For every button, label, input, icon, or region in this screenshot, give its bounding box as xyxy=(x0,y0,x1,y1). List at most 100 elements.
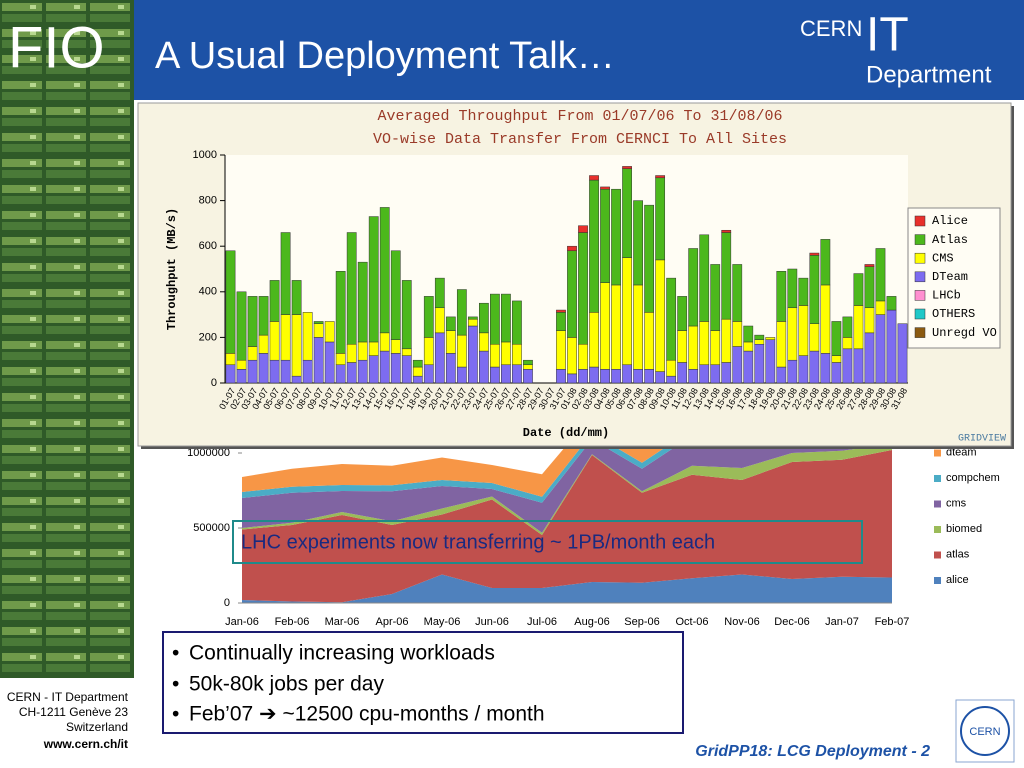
bar-segment xyxy=(247,359,258,384)
legend-label: cms xyxy=(946,497,967,509)
area xyxy=(242,444,892,536)
org-it: IT xyxy=(866,9,909,62)
bar-segment xyxy=(578,232,588,345)
y-tick-label: 0 xyxy=(211,377,217,389)
bar-segment xyxy=(864,307,875,334)
x-tick-label: Sep-06 xyxy=(624,616,659,628)
bar-segment xyxy=(556,330,566,370)
bar-segment xyxy=(776,271,787,322)
bar-segment xyxy=(456,366,467,384)
bar-segment xyxy=(335,364,346,384)
bar-segment xyxy=(644,204,654,313)
x-tick-label: Feb-06 xyxy=(275,616,310,628)
bar-segment xyxy=(864,266,875,309)
bar-segment xyxy=(688,248,699,327)
area xyxy=(242,393,892,503)
bar-segment xyxy=(655,259,666,372)
bar-segment xyxy=(302,312,313,361)
y-tick-label: 1000 xyxy=(193,149,217,161)
bar-segment xyxy=(467,325,478,384)
bar-segment xyxy=(313,323,324,338)
bar-segment xyxy=(556,369,566,384)
bar-segment xyxy=(864,332,875,384)
bar-segment xyxy=(490,343,500,368)
bar-segment xyxy=(247,296,258,347)
bar-segment xyxy=(721,362,732,384)
bar-segment xyxy=(556,309,566,313)
bar-segment xyxy=(710,264,721,331)
bar-segment xyxy=(743,341,754,352)
bar-segment xyxy=(225,353,236,366)
bar-segment xyxy=(732,264,743,322)
bar-segment xyxy=(732,321,743,347)
chart-title: Averaged Throughput From 01/07/06 To 31/… xyxy=(377,108,782,125)
bar-segment xyxy=(677,362,688,384)
legend-label: Alice xyxy=(932,214,968,228)
bar-segment xyxy=(842,337,853,350)
slide-title: A Usual Deployment Talk… xyxy=(155,35,615,77)
bar-segment xyxy=(831,321,842,356)
bar-segment xyxy=(754,339,765,345)
bar-segment xyxy=(567,337,577,375)
bar-segment xyxy=(501,293,511,343)
bar-segment xyxy=(842,348,853,384)
bar-segment xyxy=(258,353,269,384)
bar-segment xyxy=(379,332,390,352)
bar-segment xyxy=(666,359,677,377)
bar-segment xyxy=(379,350,390,384)
bar-segment xyxy=(688,369,699,384)
x-tick-label: Mar-06 xyxy=(325,616,360,628)
bar-segment xyxy=(523,369,533,384)
annotation: LHC experiments now transferring ~ 1PB/m… xyxy=(241,531,715,553)
bar-segment xyxy=(589,366,599,384)
bar-segment xyxy=(346,343,357,363)
bar-segment xyxy=(787,307,798,361)
bar-segment xyxy=(512,300,522,345)
chart-subtitle: VO-wise Data Transfer From CERNCI To All… xyxy=(373,131,787,148)
watermark: GRIDVIEW xyxy=(958,434,1006,445)
bar-segment xyxy=(567,373,577,384)
bar-segment xyxy=(467,316,478,320)
bar-segment xyxy=(512,364,522,384)
bar-segment xyxy=(269,321,280,361)
bar-segment xyxy=(611,369,621,384)
bar-segment xyxy=(765,339,776,384)
legend-label: OTHERS xyxy=(932,307,975,321)
legend-swatch xyxy=(934,475,941,482)
bar-segment xyxy=(721,232,732,320)
bar-segment xyxy=(622,168,632,258)
x-tick-label: Dec-06 xyxy=(774,616,809,628)
y-tick-label: 400 xyxy=(199,286,217,298)
bar-segment xyxy=(390,339,401,354)
bar-segment xyxy=(699,321,710,366)
bar-segment xyxy=(798,355,809,384)
x-tick-label: Apr-06 xyxy=(375,616,408,628)
header-bar xyxy=(134,0,1024,100)
bar-segment xyxy=(589,179,599,313)
bar-segment xyxy=(589,175,599,181)
bar-segment xyxy=(335,353,346,366)
side-strip xyxy=(0,0,134,678)
bar-segment xyxy=(622,166,632,169)
legend-label: Atlas xyxy=(932,233,968,247)
bar-segment xyxy=(897,323,908,384)
y-axis-title: Throughput (MB/s) xyxy=(165,208,179,330)
bar-segment xyxy=(754,334,765,340)
bar-segment xyxy=(423,337,434,366)
badge-ring xyxy=(960,706,1010,756)
legend-swatch xyxy=(914,271,926,283)
bar-segment xyxy=(853,348,864,384)
x-tick-label: Nov-06 xyxy=(724,616,759,628)
bar-segment xyxy=(633,284,643,370)
bar-segment xyxy=(412,366,423,377)
legend-swatch xyxy=(934,551,941,559)
bar-segment xyxy=(765,337,776,340)
legend-label: dteam xyxy=(946,446,977,458)
bar-segment xyxy=(236,369,247,384)
bar-segment xyxy=(622,257,632,366)
bullet-dot: • xyxy=(172,642,179,665)
bar-segment xyxy=(258,334,269,354)
bar-segment xyxy=(434,307,445,334)
bar-segment xyxy=(423,364,434,384)
x-axis-title: Date (dd/mm) xyxy=(523,426,609,440)
